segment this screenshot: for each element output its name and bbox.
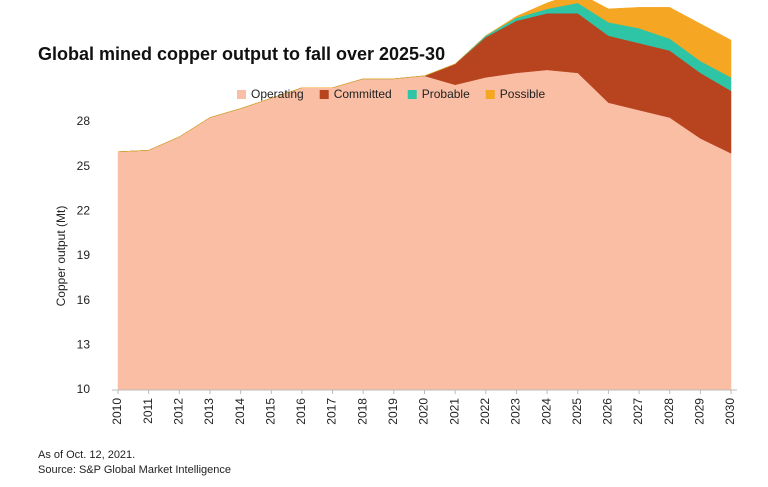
chart-title: Global mined copper output to fall over … (38, 44, 445, 64)
x-tick-label: 2016 (294, 398, 308, 425)
legend-swatch (485, 90, 495, 99)
x-tick-label: 2026 (601, 398, 615, 425)
x-tick-label: 2015 (263, 398, 277, 425)
x-tick-label: 2024 (539, 398, 553, 425)
x-tick-label: 2017 (325, 398, 339, 425)
legend-label: Probable (422, 87, 470, 101)
x-tick-label: 2020 (417, 398, 431, 425)
y-tick-label: 13 (77, 338, 91, 352)
x-tick-label: 2025 (570, 398, 584, 425)
x-tick-label: 2021 (447, 398, 461, 425)
legend-label: Committed (334, 87, 392, 101)
area (117, 0, 732, 153)
x-tick-label: 2018 (355, 398, 369, 425)
legend-swatch (407, 90, 417, 99)
y-tick-label: 10 (77, 382, 91, 396)
source: Source: S&P Global Market Intelligence (38, 464, 231, 476)
y-tick-label: 19 (77, 248, 91, 262)
legend-swatch (237, 90, 246, 99)
x-tick-label: 2023 (509, 398, 523, 425)
y-tick-label: 22 (77, 204, 91, 218)
legend-swatch (319, 90, 329, 99)
x-tick-label: 2019 (386, 398, 400, 425)
area (117, 69, 732, 391)
x-tick-label: 2010 (110, 398, 124, 425)
legend-label: Possible (500, 87, 546, 101)
x-tick-label: 2013 (202, 398, 216, 425)
legend-label: Operating (251, 87, 304, 101)
x-tick-label: 2027 (631, 398, 645, 425)
x-tick-label: 2012 (171, 398, 185, 425)
x-tick-label: 2029 (693, 398, 707, 425)
x-tick-label: 2014 (233, 398, 247, 425)
x-tick-label: 2030 (723, 398, 737, 425)
y-axis-label: Copper output (Mt) (54, 206, 68, 307)
x-tick-label: 2022 (478, 398, 492, 425)
x-tick-label: 2028 (662, 398, 676, 425)
note: As of Oct. 12, 2021. (38, 449, 135, 461)
y-tick-label: 28 (77, 114, 91, 128)
x-tick-label: 2011 (141, 398, 155, 424)
y-tick-label: 25 (77, 159, 91, 173)
y-tick-label: 16 (77, 293, 91, 307)
